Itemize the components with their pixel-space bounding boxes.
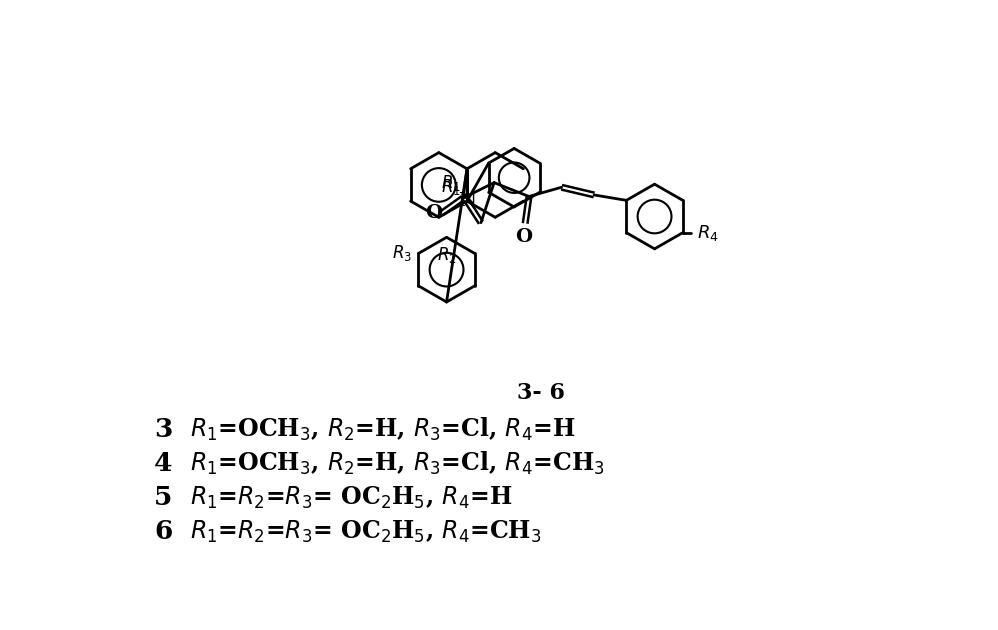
Text: $R_2$: $R_2$ [437, 245, 456, 265]
Text: $R_1$=$R_2$=$R_3$= OC$_2$H$_5$, $R_4$=H: $R_1$=$R_2$=$R_3$= OC$_2$H$_5$, $R_4$=H [191, 485, 513, 511]
Text: $R_1$: $R_1$ [441, 177, 461, 197]
Text: $R_1$=OCH$_3$, $R_2$=H, $R_3$=Cl, $R_4$=H: $R_1$=OCH$_3$, $R_2$=H, $R_3$=Cl, $R_4$=… [191, 416, 576, 443]
Text: $R_4$: $R_4$ [697, 222, 719, 243]
Text: 3- 6: 3- 6 [517, 382, 565, 404]
Text: 3: 3 [154, 417, 173, 442]
Text: O: O [425, 204, 442, 222]
Text: $R_3$: $R_3$ [392, 243, 412, 263]
Text: $R_1$: $R_1$ [441, 173, 461, 193]
Text: 5: 5 [154, 485, 173, 510]
Text: N: N [458, 192, 476, 210]
Text: 4: 4 [154, 451, 173, 476]
Text: 6: 6 [154, 519, 173, 544]
Text: $R_1$=$R_2$=$R_3$= OC$_2$H$_5$, $R_4$=CH$_3$: $R_1$=$R_2$=$R_3$= OC$_2$H$_5$, $R_4$=CH… [191, 519, 542, 545]
Text: O: O [515, 228, 532, 246]
Text: $R_1$=OCH$_3$, $R_2$=H, $R_3$=Cl, $R_4$=CH$_3$: $R_1$=OCH$_3$, $R_2$=H, $R_3$=Cl, $R_4$=… [191, 450, 606, 477]
